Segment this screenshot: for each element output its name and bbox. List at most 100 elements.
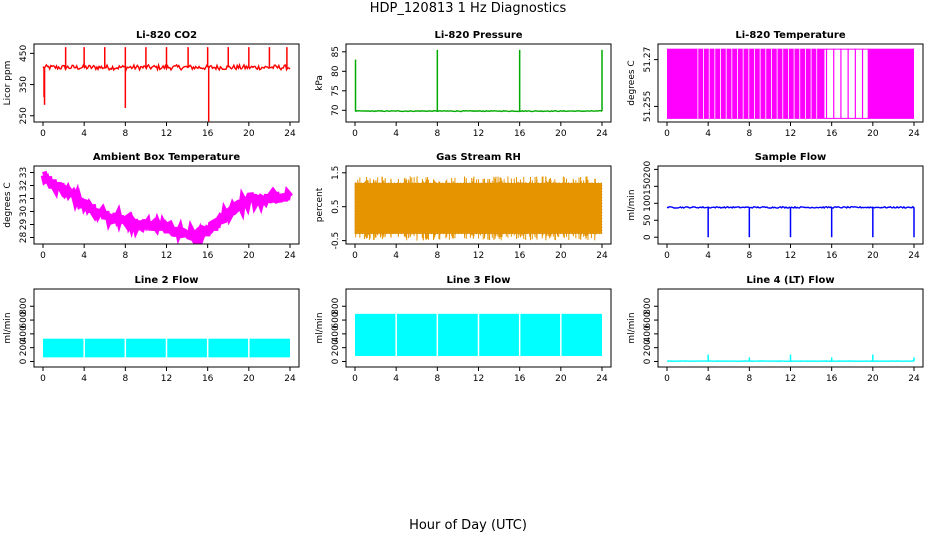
y-axis-label: degrees C xyxy=(627,60,637,105)
x-tick-label: 0 xyxy=(352,374,358,384)
x-tick-label: 12 xyxy=(785,129,796,139)
figure-title: HDP_120813 1 Hz Diagnostics xyxy=(369,1,567,16)
y-tick-label: 85 xyxy=(331,46,341,57)
x-tick-label: 24 xyxy=(908,374,920,384)
chart-title: Ambient Box Temperature xyxy=(93,152,240,163)
y-tick-label: 70 xyxy=(331,104,341,116)
data-group xyxy=(355,313,602,356)
chart-panel: Line 4 (LT) Flow ml/min 0 4 8 12 16 20 24 0 200400… xyxy=(627,275,924,384)
x-tick-label: 20 xyxy=(555,251,567,261)
y-tick-label: 51.27 xyxy=(643,47,653,73)
chart-panel: Line 2 Flow ml/min 0 4 8 12 16 20 24 0 20040060080… xyxy=(3,275,300,384)
data-group xyxy=(354,176,603,241)
x-tick-label: 8 xyxy=(122,374,128,384)
x-tick-label: 8 xyxy=(122,251,128,261)
y-tick-label: 400 xyxy=(643,325,653,342)
x-tick-label: 12 xyxy=(473,129,484,139)
x-tick-label: 8 xyxy=(434,251,440,261)
x-tick-label: 0 xyxy=(40,129,46,139)
x-tick-label: 0 xyxy=(40,374,46,384)
y-axis-label: ml/min xyxy=(3,312,13,343)
y-tick-label: 600 xyxy=(19,311,29,328)
y-tick-label: 800 xyxy=(331,297,341,314)
x-tick-label: 8 xyxy=(122,129,128,139)
x-tick-label: 8 xyxy=(746,129,752,139)
x-axis-label: Hour of Day (UTC) xyxy=(409,518,527,533)
x-tick-label: 4 xyxy=(393,374,399,384)
y-tick-label: 0 xyxy=(643,234,653,240)
x-tick-label: 0 xyxy=(664,129,670,139)
chart-title: Li-820 Temperature xyxy=(735,30,845,41)
band-area xyxy=(667,48,914,119)
chart-title: Li-820 Pressure xyxy=(434,30,522,41)
x-tick-label: 20 xyxy=(243,374,255,384)
y-tick-label: 33 xyxy=(19,167,29,178)
y-tick-label: 29 xyxy=(19,219,29,231)
x-tick-label: 20 xyxy=(243,129,255,139)
y-tick-label: 600 xyxy=(643,311,653,328)
y-tick-label: 75 xyxy=(331,85,341,96)
y-tick-label: 50 xyxy=(643,214,653,226)
x-tick-label: 16 xyxy=(826,251,838,261)
band-texture xyxy=(354,182,603,235)
y-axis-label: percent xyxy=(315,187,325,222)
y-tick-label: 400 xyxy=(19,325,29,342)
x-tick-label: 8 xyxy=(434,129,440,139)
x-tick-label: 24 xyxy=(596,251,608,261)
y-tick-label: 250 xyxy=(19,107,29,124)
x-tick-label: 4 xyxy=(81,129,87,139)
chart-panel: Ambient Box Temperature degrees C 0 4 8 12 16 2… xyxy=(3,152,300,261)
y-tick-label: 450 xyxy=(19,45,29,62)
y-tick-label: 28 xyxy=(19,232,29,244)
y-axis-label: kPa xyxy=(315,75,325,91)
x-tick-label: 4 xyxy=(705,129,711,139)
band-gap xyxy=(824,49,868,118)
x-tick-label: 8 xyxy=(434,374,440,384)
x-tick-label: 12 xyxy=(161,129,172,139)
x-tick-label: 12 xyxy=(785,374,796,384)
x-tick-label: 20 xyxy=(867,374,879,384)
chart-panel: Li-820 CO2 Licor ppm 0 4 8 12 16 20 24 250 350 450 xyxy=(3,30,300,139)
series-line xyxy=(354,109,603,113)
y-axis-label: ml/min xyxy=(627,189,637,220)
chart-panel: Line 3 Flow ml/min 0 4 8 12 16 20 24 0 20040060080… xyxy=(315,275,612,384)
y-tick-label: 1.5 xyxy=(331,166,341,180)
x-tick-label: 16 xyxy=(514,374,526,384)
y-tick-label: 600 xyxy=(331,311,341,328)
x-tick-label: 4 xyxy=(705,374,711,384)
y-tick-label: 0.5 xyxy=(331,200,341,214)
y-tick-label: 0 xyxy=(331,358,341,364)
x-tick-label: 0 xyxy=(40,251,46,261)
y-tick-label: 400 xyxy=(331,325,341,342)
series-line xyxy=(40,170,293,244)
y-tick-label: 800 xyxy=(643,297,653,314)
chart-title: Line 3 Flow xyxy=(447,275,511,286)
y-tick-label: 51.255 xyxy=(643,91,653,123)
y-tick-label: 31 xyxy=(19,193,29,204)
chart-panel: Gas Stream RH percent 0 4 8 12 16 20 24 -0.5 0.5 1.… xyxy=(315,152,612,261)
x-tick-label: 20 xyxy=(243,251,255,261)
x-tick-label: 20 xyxy=(867,251,879,261)
x-tick-label: 0 xyxy=(664,374,670,384)
data-group xyxy=(354,49,603,113)
data-group xyxy=(667,48,914,119)
x-tick-label: 16 xyxy=(202,129,214,139)
x-tick-label: 24 xyxy=(596,374,608,384)
y-axis-label: Licor ppm xyxy=(3,61,13,106)
y-axis-label: ml/min xyxy=(315,312,325,343)
y-axis-label: degrees C xyxy=(3,182,13,227)
x-tick-label: 4 xyxy=(81,251,87,261)
x-tick-label: 4 xyxy=(393,251,399,261)
x-tick-label: 0 xyxy=(664,251,670,261)
x-tick-label: 4 xyxy=(705,251,711,261)
x-tick-label: 8 xyxy=(746,374,752,384)
x-tick-label: 24 xyxy=(284,374,296,384)
x-tick-label: 8 xyxy=(746,251,752,261)
y-tick-label: 30 xyxy=(19,206,29,218)
x-tick-label: 4 xyxy=(393,129,399,139)
x-tick-label: 16 xyxy=(826,374,838,384)
x-tick-label: 12 xyxy=(161,374,172,384)
x-tick-label: 0 xyxy=(352,129,358,139)
